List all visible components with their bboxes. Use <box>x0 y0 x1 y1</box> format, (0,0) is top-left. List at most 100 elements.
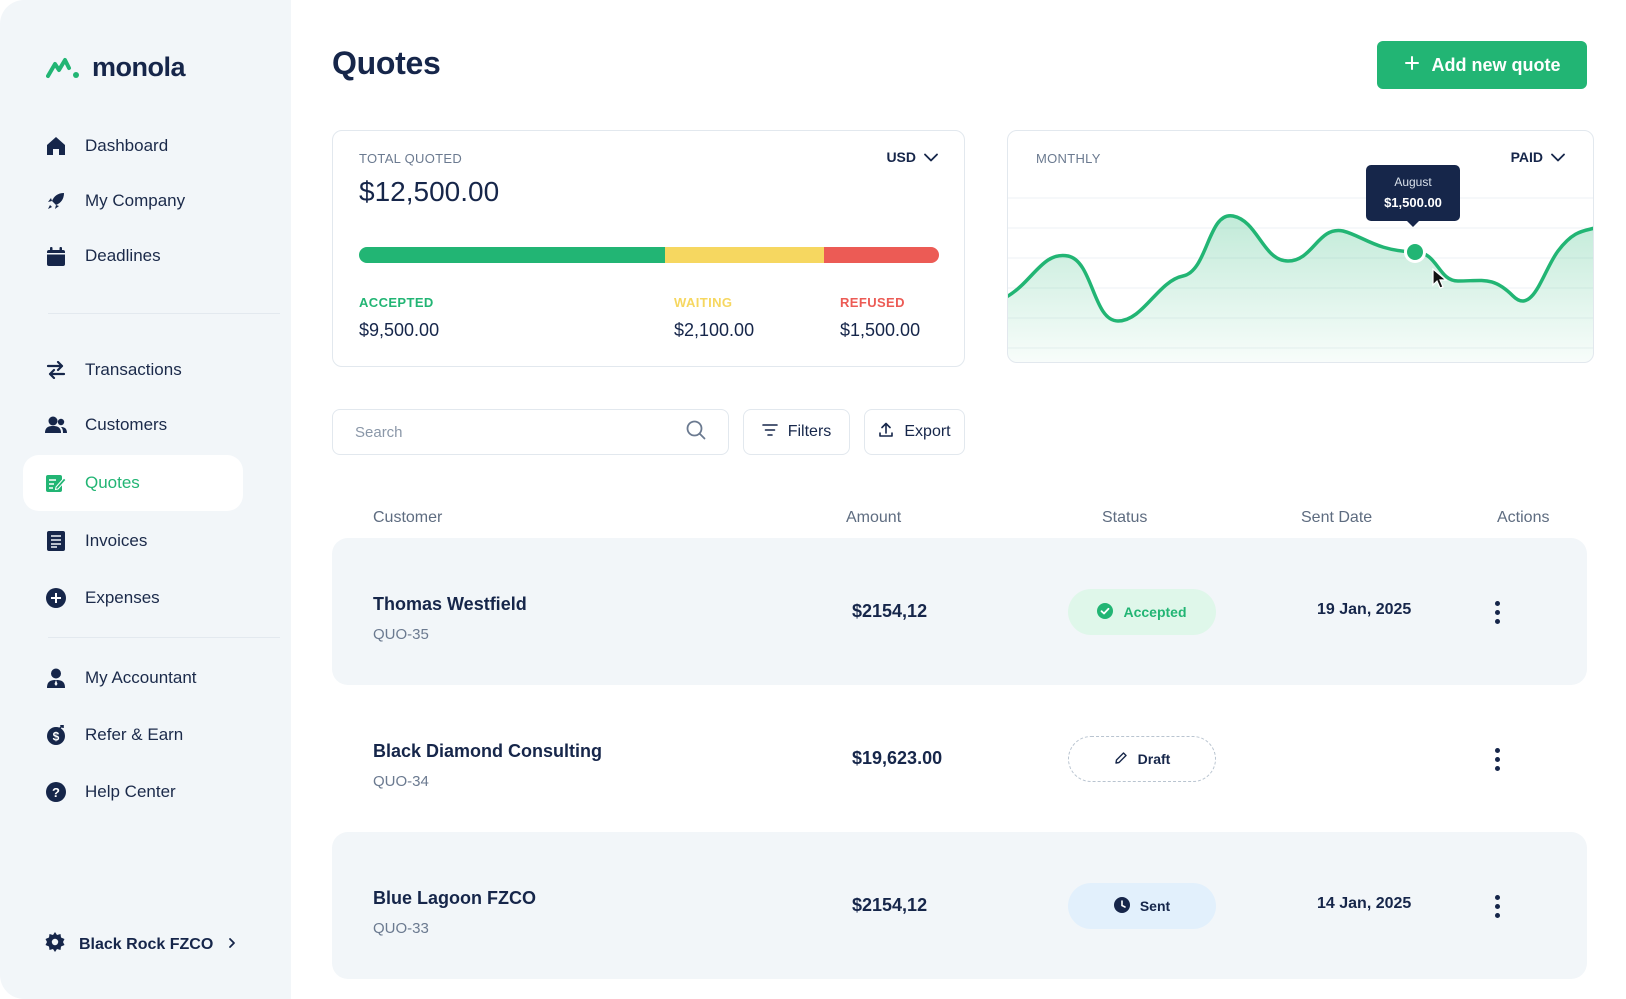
users-icon <box>45 414 67 436</box>
svg-text:$: $ <box>53 730 60 744</box>
sidebar-item-help-center[interactable]: ? Help Center <box>23 764 243 820</box>
sidebar-item-refer-earn[interactable]: $ Refer & Earn <box>23 707 243 763</box>
kebab-dot <box>1494 756 1500 762</box>
quote-amount: $2154,12 <box>852 601 928 621</box>
table-row[interactable]: Blue Lagoon FZCO QUO-33 $2154,12 Sent 14… <box>332 832 1587 979</box>
quote-icon <box>45 472 67 494</box>
sidebar-item-transactions[interactable]: Transactions <box>23 342 243 398</box>
sidebar-item-invoices[interactable]: Invoices <box>23 513 243 569</box>
table-row[interactable]: Black Diamond Consulting QUO-34 $19,623.… <box>332 685 1587 832</box>
currency-value: USD <box>886 149 916 165</box>
kebab-dot <box>1494 618 1500 624</box>
column-header-status[interactable]: Status <box>1102 509 1148 526</box>
chart-line <box>1008 214 1593 323</box>
row-actions-menu[interactable] <box>1485 744 1509 774</box>
quote-amount: $2154,12 <box>852 895 928 915</box>
filter-icon <box>761 423 778 441</box>
add-new-quote-button[interactable]: Add new quote <box>1377 41 1587 89</box>
accountant-icon <box>45 667 67 689</box>
status-badge: Accepted <box>1068 589 1216 635</box>
status-label: Draft <box>1137 751 1171 767</box>
calendar-icon <box>45 245 67 267</box>
add-new-quote-label: Add new quote <box>1431 54 1561 75</box>
sidebar-item-dashboard[interactable]: Dashboard <box>23 118 243 174</box>
chart-highlight-point[interactable] <box>1404 241 1426 263</box>
sidebar-item-label: Expenses <box>85 588 160 607</box>
export-button[interactable]: Export <box>864 409 965 455</box>
accepted-value: $9,500.00 <box>359 320 440 340</box>
home-icon <box>45 135 67 157</box>
row-actions-menu[interactable] <box>1485 891 1509 921</box>
sidebar-item-my-company[interactable]: My Company <box>23 173 243 229</box>
accepted-label: ACCEPTED <box>359 295 434 310</box>
pencil-icon <box>1114 751 1128 768</box>
filters-button[interactable]: Filters <box>743 409 850 455</box>
sidebar-item-deadlines[interactable]: Deadlines <box>23 228 243 284</box>
refused-value: $1,500.00 <box>840 320 921 340</box>
sidebar-item-my-accountant[interactable]: My Accountant <box>23 650 243 706</box>
sidebar-item-label: Help Center <box>85 782 176 801</box>
chevron-down-icon <box>924 149 938 165</box>
sidebar-item-label: Quotes <box>85 473 140 492</box>
invoice-icon <box>45 530 67 552</box>
kebab-dot <box>1494 912 1500 918</box>
quote-id: QUO-33 <box>373 920 429 937</box>
customer-name: Thomas Westfield <box>373 594 527 614</box>
page-title: Quotes <box>332 45 441 81</box>
column-header-sent-date[interactable]: Sent Date <box>1301 509 1373 526</box>
column-header-amount[interactable]: Amount <box>846 509 902 526</box>
sidebar-item-label: Invoices <box>85 531 148 550</box>
sidebar-item-label: Deadlines <box>85 246 161 265</box>
paid-value: PAID <box>1510 149 1543 165</box>
sidebar-item-expenses[interactable]: Expenses <box>23 570 243 626</box>
rocket-icon <box>45 190 67 212</box>
refused-stat: REFUSED $1,500.00 <box>840 295 920 341</box>
quote-status-bar <box>359 247 939 263</box>
sidebar: monola Dashboard My Company Deadlines Tr… <box>0 0 291 999</box>
brand-logo[interactable]: monola <box>46 52 186 83</box>
search-icon[interactable] <box>686 420 706 445</box>
quote-id: QUO-34 <box>373 773 429 790</box>
sidebar-item-label: My Company <box>85 191 186 210</box>
plus-icon <box>1404 55 1420 76</box>
upload-icon <box>878 422 894 443</box>
kebab-dot <box>1494 894 1500 900</box>
row-actions-menu[interactable] <box>1485 597 1509 627</box>
tooltip-value: $1,500.00 <box>1384 195 1442 210</box>
logo-icon <box>46 57 79 78</box>
sidebar-item-label: My Accountant <box>85 668 197 687</box>
accepted-stat: ACCEPTED $9,500.00 <box>359 295 439 341</box>
monthly-chart <box>1008 197 1593 362</box>
accepted-segment <box>359 247 666 263</box>
total-quoted-value: $12,500.00 <box>359 176 500 207</box>
clock-icon <box>1113 896 1130 916</box>
kebab-dot <box>1494 609 1500 615</box>
refused-label: REFUSED <box>840 295 905 310</box>
search-input[interactable] <box>355 423 686 441</box>
chart-area <box>1008 215 1593 362</box>
chevron-down-icon <box>1551 149 1565 165</box>
money-bag-icon: $ <box>45 724 67 746</box>
check-circle-icon <box>1097 602 1114 622</box>
company-switcher[interactable]: Black Rock FZCO <box>45 932 237 957</box>
status-badge: Sent <box>1068 883 1216 929</box>
table-row[interactable]: Thomas Westfield QUO-35 $2154,12 Accepte… <box>332 538 1587 685</box>
waiting-segment <box>665 247 824 263</box>
status-label: Sent <box>1139 898 1171 914</box>
paid-dropdown[interactable]: PAID <box>1511 149 1565 165</box>
sidebar-item-label: Dashboard <box>85 136 169 155</box>
waiting-stat: WAITING $2,100.00 <box>674 295 754 341</box>
kebab-dot <box>1494 765 1500 771</box>
transfer-icon <box>45 359 67 381</box>
sidebar-item-customers[interactable]: Customers <box>23 397 243 453</box>
currency-dropdown[interactable]: USD <box>886 149 938 165</box>
sidebar-divider <box>48 637 280 638</box>
search-box[interactable] <box>332 409 729 455</box>
column-header-customer[interactable]: Customer <box>373 509 443 526</box>
sidebar-divider <box>48 313 280 314</box>
quote-id: QUO-35 <box>373 626 429 643</box>
help-icon: ? <box>45 781 67 803</box>
sidebar-item-quotes[interactable]: Quotes <box>23 455 243 511</box>
filters-label: Filters <box>787 423 832 440</box>
